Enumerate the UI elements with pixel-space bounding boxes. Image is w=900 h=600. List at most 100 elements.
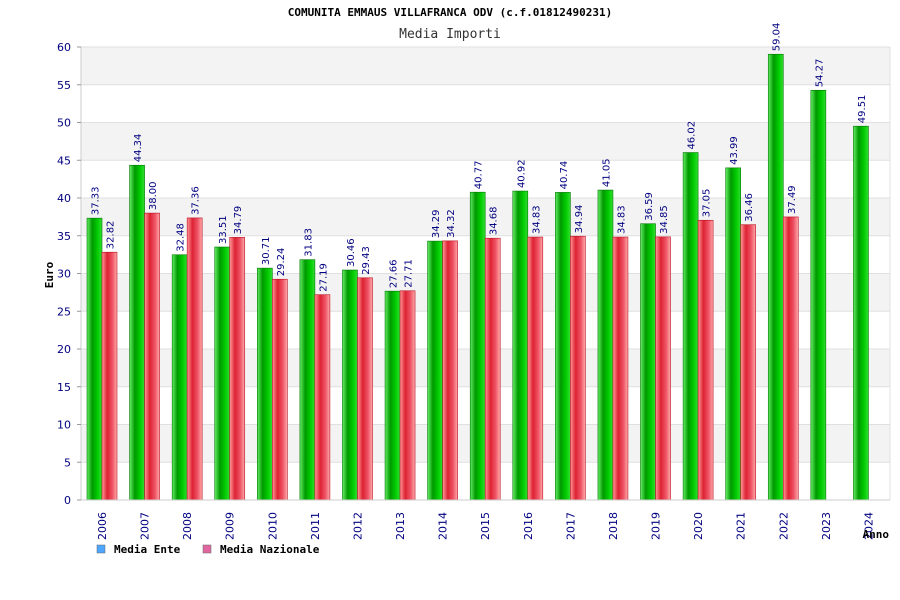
x-tick-label: 2009: [224, 512, 237, 540]
legend-swatch: [202, 544, 212, 554]
bar-media-nazionale: [484, 237, 501, 501]
bar-media-nazionale: [697, 219, 714, 501]
bar-media-nazionale: [314, 294, 331, 501]
x-tick-label: 2007: [139, 512, 152, 540]
legend-swatch: [96, 544, 106, 554]
y-tick-label: 55: [57, 79, 71, 92]
y-axis-ticks: 0 5 10 15 20 25 30 35 40 45 50 55 60: [57, 41, 81, 507]
legend-label: Media Nazionale: [220, 543, 320, 556]
bars: [86, 53, 869, 501]
x-axis-label: Anno: [863, 528, 890, 541]
bar-media-nazionale: [144, 212, 160, 501]
data-label: 40.77: [474, 161, 485, 190]
x-tick-label: 2008: [181, 512, 194, 540]
data-label: 29.24: [276, 248, 287, 277]
bar-media-ente: [512, 190, 529, 501]
chart-title: COMUNITA EMMAUS VILLAFRANCA ODV (c.f.018…: [288, 6, 613, 19]
data-label: 34.79: [233, 206, 244, 235]
bar-media-ente: [299, 259, 316, 501]
bar-media-nazionale: [527, 236, 544, 501]
y-tick-label: 45: [57, 154, 71, 167]
data-label: 37.05: [702, 189, 713, 218]
data-label: 46.02: [687, 121, 698, 150]
chart-subtitle: Media Importi: [399, 27, 501, 42]
data-label: 27.19: [318, 263, 329, 292]
y-tick-label: 30: [57, 268, 71, 281]
y-tick-label: 10: [57, 419, 71, 432]
data-label: 34.32: [446, 209, 457, 238]
y-axis-label: Euro: [43, 261, 56, 288]
bar-media-ente: [767, 53, 784, 501]
bar-media-ente: [342, 269, 358, 501]
x-tick-label: 2016: [522, 512, 535, 540]
bar-media-nazionale: [186, 217, 203, 501]
bar-media-nazionale: [740, 224, 756, 501]
y-tick-label: 20: [57, 343, 71, 356]
bar-media-nazionale: [612, 236, 629, 501]
x-tick-label: 2017: [564, 512, 577, 540]
data-label: 30.71: [261, 236, 272, 265]
x-tick-label: 2020: [692, 512, 705, 540]
bar-media-ente: [725, 167, 741, 501]
data-label: 32.48: [176, 223, 187, 252]
bar-media-ente: [810, 89, 827, 501]
bar-media-ente: [853, 125, 869, 501]
y-tick-label: 40: [57, 192, 71, 205]
x-tick-label: 2014: [437, 512, 450, 540]
legend: Media Ente Media Nazionale: [96, 543, 320, 556]
data-label: 34.83: [616, 205, 627, 234]
bar-media-nazionale: [101, 251, 118, 501]
data-label: 40.92: [516, 159, 527, 188]
x-tick-label: 2022: [777, 512, 790, 540]
data-label: 34.83: [531, 205, 542, 234]
data-labels: 37.33 32.82 44.34 38.00 32.48 37.36 33.51 34.79…: [91, 23, 868, 292]
data-label: 34.29: [431, 209, 442, 238]
x-tick-label: 2024: [862, 512, 875, 540]
x-tick-label: 2011: [309, 512, 322, 540]
bar-media-nazionale: [272, 278, 288, 501]
x-tick-label: 2006: [96, 512, 109, 540]
y-tick-label: 35: [57, 230, 71, 243]
bar-media-nazionale: [782, 216, 799, 501]
y-tick-label: 25: [57, 305, 71, 318]
data-label: 38.00: [148, 181, 159, 210]
bar-media-ente: [171, 254, 188, 501]
plot-band: [81, 160, 890, 198]
data-label: 32.82: [106, 221, 117, 250]
legend-label: Media Ente: [114, 543, 181, 556]
data-label: 36.46: [744, 193, 755, 222]
bar-media-ente: [257, 267, 273, 501]
bar-media-nazionale: [570, 235, 586, 501]
data-label: 54.27: [814, 59, 825, 88]
data-label: 59.04: [772, 23, 783, 52]
y-tick-label: 0: [64, 494, 71, 507]
data-label: 29.43: [361, 246, 372, 275]
data-label: 34.85: [659, 205, 670, 234]
x-tick-label: 2018: [607, 512, 620, 540]
x-tick-label: 2019: [650, 512, 663, 540]
y-tick-label: 15: [57, 381, 71, 394]
plot-band: [81, 47, 890, 85]
data-label: 33.51: [218, 215, 229, 244]
data-label: 27.66: [389, 260, 400, 289]
x-tick-label: 2015: [479, 512, 492, 540]
x-tick-label: 2012: [351, 512, 364, 540]
x-axis-ticks: 2006 2007 2008 2009 2010 2011 2012 2013 2014 2015…: [96, 512, 875, 540]
bar-media-ente: [129, 164, 145, 501]
data-label: 41.05: [601, 158, 612, 187]
y-tick-label: 50: [57, 117, 71, 130]
x-tick-label: 2013: [394, 512, 407, 540]
bar-media-ente: [427, 240, 443, 501]
bar-media-nazionale: [357, 277, 373, 501]
data-label: 27.71: [404, 259, 415, 288]
data-label: 36.59: [644, 192, 655, 221]
y-tick-label: 5: [64, 456, 71, 469]
bar-media-ente: [469, 191, 486, 501]
bar-media-ente: [86, 217, 103, 501]
data-label: 37.49: [787, 185, 798, 214]
data-label: 40.74: [559, 161, 570, 190]
bar-media-ente: [597, 189, 614, 501]
plot-band: [81, 122, 890, 161]
y-tick-label: 60: [57, 41, 71, 54]
